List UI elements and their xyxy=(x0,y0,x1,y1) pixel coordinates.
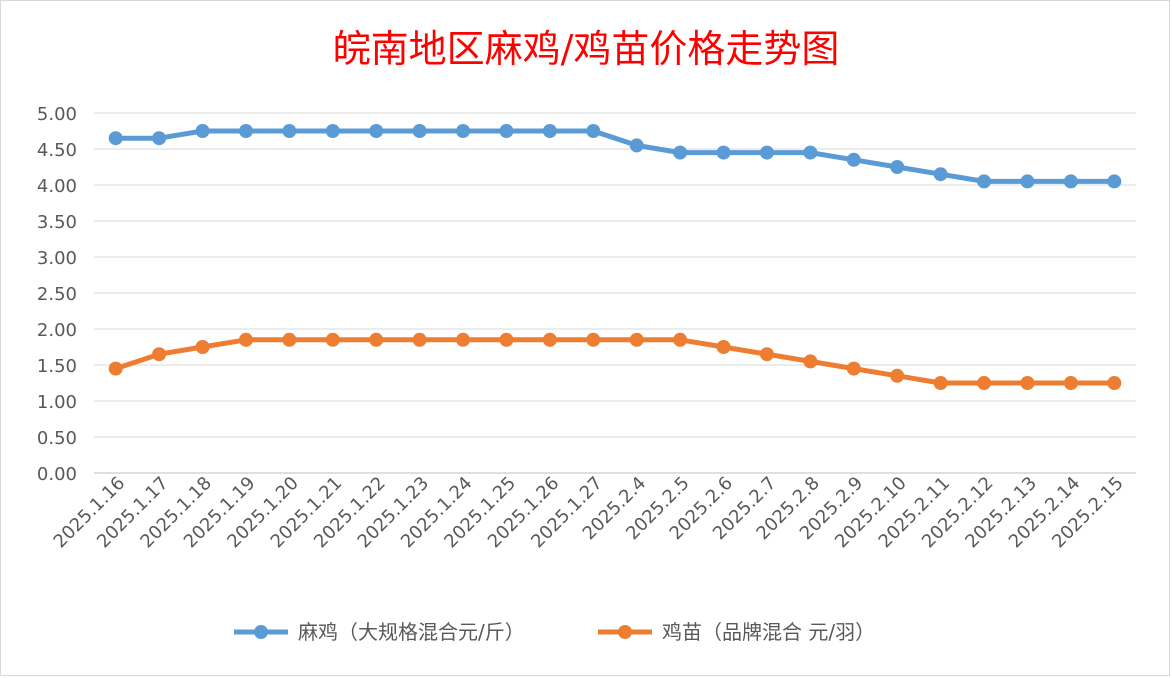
gridlines xyxy=(94,112,1136,474)
data-point xyxy=(108,361,123,376)
y-tick-label: 3.50 xyxy=(37,212,77,233)
y-tick-label: 2.00 xyxy=(37,320,77,341)
data-point xyxy=(369,332,384,347)
y-tick-label: 1.00 xyxy=(37,392,77,413)
data-point xyxy=(803,145,818,160)
data-point xyxy=(325,124,340,138)
data-point xyxy=(1107,174,1122,189)
data-point xyxy=(369,124,384,138)
y-tick-label: 0.00 xyxy=(37,464,77,485)
data-point xyxy=(977,174,992,189)
y-tick-label: 3.00 xyxy=(37,248,77,269)
data-point xyxy=(412,124,427,138)
data-point xyxy=(716,145,731,160)
data-point xyxy=(195,124,210,138)
legend-marker-1 xyxy=(254,625,268,639)
y-tick-label: 4.00 xyxy=(37,176,77,197)
y-tick-label: 1.50 xyxy=(37,356,77,377)
data-point xyxy=(586,332,601,347)
y-axis: 0.00 0.50 1.00 1.50 2.00 2.50 3.00 3.50 4.00 4.50… xyxy=(37,104,77,485)
data-point xyxy=(890,368,905,383)
data-point xyxy=(673,332,688,347)
data-point xyxy=(759,145,774,160)
series-line-1 xyxy=(113,128,1117,184)
data-point xyxy=(629,332,644,347)
data-point xyxy=(238,124,253,138)
y-tick-label: 5.00 xyxy=(37,104,77,125)
data-point xyxy=(890,160,905,174)
data-point xyxy=(282,332,297,347)
data-point xyxy=(846,361,861,376)
data-point xyxy=(1063,174,1078,189)
data-point xyxy=(499,332,514,347)
data-point xyxy=(499,124,514,138)
data-point xyxy=(933,376,948,390)
data-point xyxy=(716,340,731,354)
y-tick-label: 2.50 xyxy=(37,284,77,305)
data-point xyxy=(803,354,818,369)
data-point xyxy=(325,332,340,347)
data-point xyxy=(282,124,297,138)
legend: 麻鸡（大规格混合元/斤） 鸡苗（品牌混合 元/羽） xyxy=(234,620,875,644)
data-point xyxy=(1020,174,1035,189)
data-point xyxy=(412,332,427,347)
data-point xyxy=(238,332,253,347)
chart-title: 皖南地区麻鸡/鸡苗价格走势图 xyxy=(333,27,840,71)
data-point xyxy=(1063,376,1078,390)
data-point xyxy=(195,340,210,354)
legend-label-1: 麻鸡（大规格混合元/斤） xyxy=(298,620,525,644)
data-point xyxy=(152,347,167,362)
y-tick-label: 0.50 xyxy=(37,428,77,449)
y-tick-label: 4.50 xyxy=(37,140,77,161)
data-point xyxy=(1107,376,1122,390)
data-point xyxy=(977,376,992,390)
data-point xyxy=(456,332,471,347)
data-point xyxy=(456,124,471,138)
series-line-2 xyxy=(113,337,1117,386)
series-group xyxy=(108,124,1122,390)
data-point xyxy=(1020,376,1035,390)
data-point xyxy=(846,152,861,167)
data-point xyxy=(933,167,948,182)
legend-label-2: 鸡苗（品牌混合 元/羽） xyxy=(662,620,875,644)
data-point xyxy=(542,124,557,138)
legend-marker-2 xyxy=(618,625,632,639)
data-point xyxy=(542,332,557,347)
data-point xyxy=(629,138,644,153)
data-point xyxy=(152,131,167,146)
data-point xyxy=(673,145,688,160)
x-axis: 2025.1.162025.1.172025.1.182025.1.192025… xyxy=(50,473,1128,553)
data-point xyxy=(759,347,774,362)
data-point xyxy=(108,131,123,146)
data-point xyxy=(586,124,601,138)
